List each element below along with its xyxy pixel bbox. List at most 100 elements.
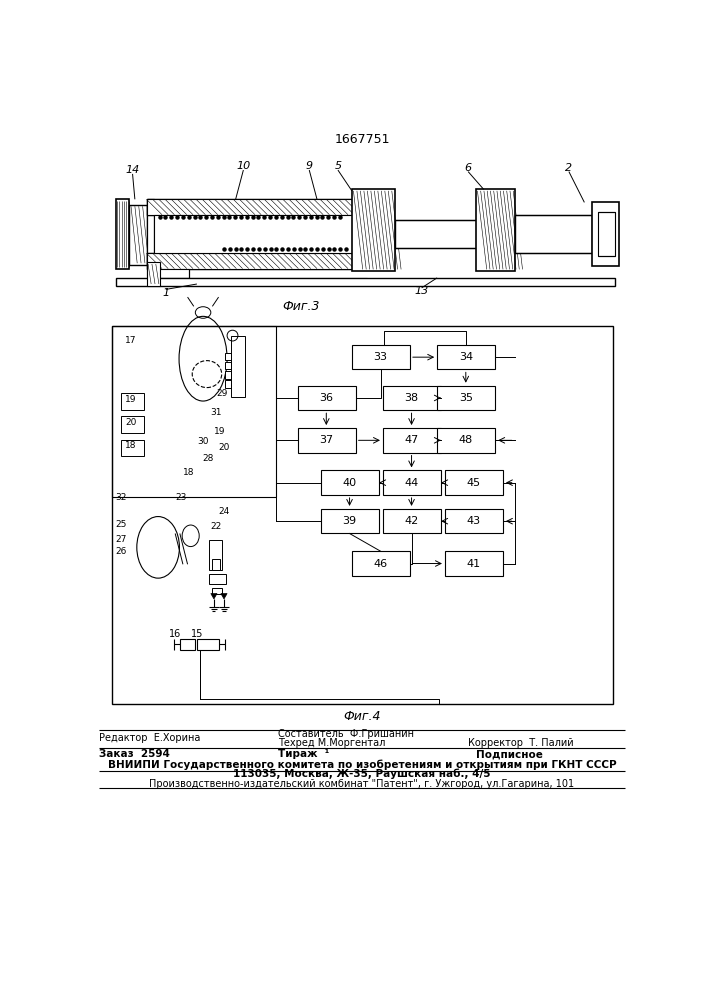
Text: 34: 34	[459, 352, 473, 362]
Bar	[129, 205, 146, 265]
Bar	[121, 393, 144, 410]
Bar	[146, 199, 368, 215]
Text: 41: 41	[467, 559, 481, 569]
Bar	[383, 509, 441, 533]
Text: 2: 2	[566, 163, 573, 173]
Text: 17: 17	[125, 336, 136, 345]
Text: Редактор  Е.Хорина: Редактор Е.Хорина	[99, 733, 201, 743]
Text: 25: 25	[115, 520, 127, 529]
Bar	[225, 371, 231, 379]
Bar	[445, 509, 503, 533]
Text: Фиг.3: Фиг.3	[283, 300, 320, 313]
Bar	[209, 540, 223, 570]
Bar	[445, 470, 503, 495]
Text: 13: 13	[414, 286, 428, 296]
Bar	[383, 428, 441, 453]
Bar	[476, 189, 515, 271]
Bar	[146, 253, 368, 269]
Text: Составитель  Ф.Гришанин: Составитель Ф.Гришанин	[279, 729, 414, 739]
Text: 29: 29	[216, 389, 228, 398]
Text: 19: 19	[214, 427, 226, 436]
Text: 23: 23	[175, 493, 187, 502]
Text: Корректор  Т. Палий: Корректор Т. Палий	[468, 738, 574, 748]
Bar	[298, 428, 356, 453]
Bar	[231, 336, 245, 397]
Text: 46: 46	[373, 559, 387, 569]
Bar	[146, 269, 189, 278]
Bar	[383, 386, 441, 410]
Bar	[321, 470, 379, 495]
Text: 1667751: 1667751	[334, 133, 390, 146]
Text: 16: 16	[169, 629, 181, 639]
Text: 38: 38	[404, 393, 419, 403]
Text: Фиг.4: Фиг.4	[343, 710, 380, 723]
Text: 33: 33	[373, 352, 387, 362]
Text: Тираж  ¹: Тираж ¹	[279, 749, 329, 759]
Text: 40: 40	[342, 478, 356, 488]
Bar	[212, 588, 222, 594]
Text: 14: 14	[125, 165, 140, 175]
Bar	[383, 470, 441, 495]
Text: 113035, Москва, Ж-35, Раушская наб., 4/5: 113035, Москва, Ж-35, Раушская наб., 4/5	[233, 768, 491, 779]
Bar	[121, 416, 144, 433]
Bar	[115, 278, 615, 286]
Text: 10: 10	[236, 161, 250, 171]
Text: 19: 19	[125, 395, 136, 404]
Bar	[352, 189, 395, 271]
Text: 45: 45	[467, 478, 481, 488]
Text: 27: 27	[115, 535, 127, 544]
Bar	[225, 380, 231, 388]
Bar	[197, 639, 218, 650]
Text: 18: 18	[125, 441, 136, 450]
Text: 47: 47	[404, 435, 419, 445]
Text: 15: 15	[191, 629, 203, 639]
Polygon shape	[211, 594, 217, 599]
Bar	[437, 345, 495, 369]
Bar	[225, 353, 231, 360]
Text: Техред М.Моргентал: Техред М.Моргентал	[279, 738, 385, 748]
Bar	[112, 326, 276, 497]
Bar	[321, 509, 379, 533]
Text: ВНИИПИ Государственного комитета по изобретениям и открытиям при ГКНТ СССР: ВНИИПИ Государственного комитета по изоб…	[107, 759, 617, 770]
Text: 26: 26	[115, 547, 127, 556]
Text: Подписное: Подписное	[476, 749, 543, 759]
Text: Производственно-издательский комбинат "Патент", г. Ужгород, ул.Гагарина, 101: Производственно-издательский комбинат "П…	[149, 779, 575, 789]
Bar	[352, 551, 410, 576]
Text: 20: 20	[125, 418, 136, 427]
Bar	[515, 215, 592, 253]
Bar	[445, 551, 503, 576]
Text: 1: 1	[163, 288, 170, 298]
Bar	[209, 574, 226, 584]
Bar	[146, 199, 154, 269]
Text: 42: 42	[404, 516, 419, 526]
Text: 39: 39	[342, 516, 356, 526]
Text: 28: 28	[203, 454, 214, 463]
Text: 5: 5	[334, 161, 341, 171]
Bar	[112, 326, 613, 704]
Text: 37: 37	[320, 435, 334, 445]
Bar	[154, 215, 360, 253]
Text: 43: 43	[467, 516, 481, 526]
Text: 18: 18	[183, 468, 195, 477]
Text: Заказ  2594: Заказ 2594	[99, 749, 170, 759]
Text: 44: 44	[404, 478, 419, 488]
Bar	[146, 199, 368, 215]
Text: 24: 24	[218, 507, 230, 516]
Bar	[352, 345, 410, 369]
Bar	[592, 202, 619, 266]
Bar	[437, 428, 495, 453]
Text: 32: 32	[115, 493, 127, 502]
Bar	[212, 559, 220, 570]
Bar	[146, 199, 154, 269]
Text: 30: 30	[197, 437, 209, 446]
Bar	[180, 639, 195, 650]
Text: 6: 6	[464, 163, 472, 173]
Bar	[146, 262, 160, 286]
Text: 9: 9	[305, 161, 312, 171]
Text: 48: 48	[459, 435, 473, 445]
Bar	[146, 253, 368, 269]
Text: 31: 31	[211, 408, 222, 417]
Bar	[298, 386, 356, 410]
Text: 35: 35	[459, 393, 473, 403]
Bar	[225, 362, 231, 369]
